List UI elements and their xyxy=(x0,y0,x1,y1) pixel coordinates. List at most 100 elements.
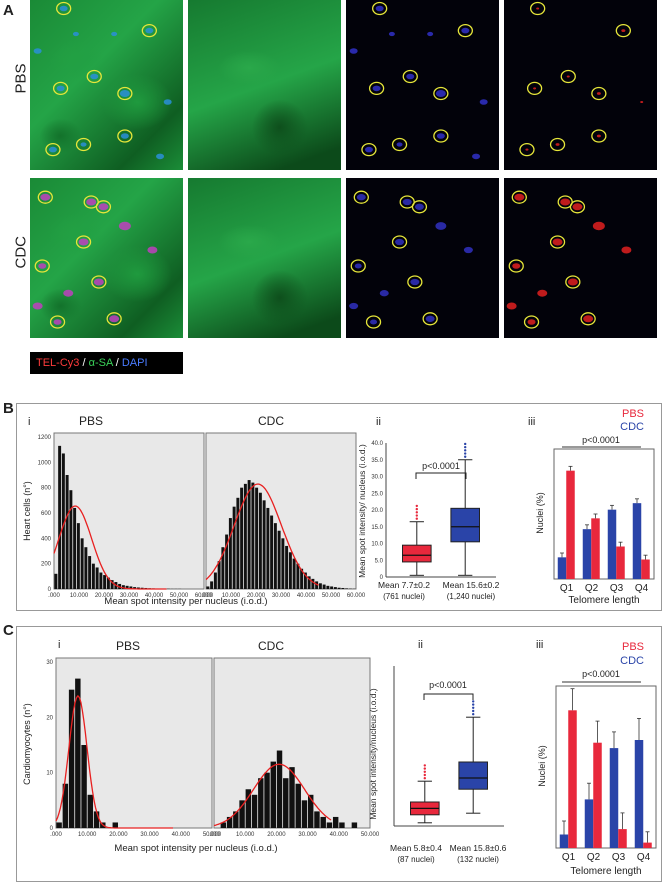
x-tick-label: Q3 xyxy=(610,583,624,594)
y-tick-label: 1200 xyxy=(38,435,52,441)
legend-alpha-sa: α-SA xyxy=(88,357,113,369)
nucleus-spot xyxy=(63,289,74,297)
nucleus-spot xyxy=(583,315,594,323)
y-tick-label: 800 xyxy=(41,486,52,492)
nucleus-spot xyxy=(40,193,51,201)
histogram-bar xyxy=(307,576,311,589)
histogram-bar xyxy=(333,587,337,589)
histogram-bar xyxy=(217,561,221,589)
row-label-cdc: CDC xyxy=(12,236,30,269)
hist-title-pbs: PBS xyxy=(79,414,103,428)
nucleus-spot xyxy=(566,75,570,78)
bar-pbs-q1 xyxy=(566,470,575,579)
box-y-label: Mean spot intensity/nucleus (i.o.d.) xyxy=(368,688,378,820)
nucleus-ring xyxy=(391,235,408,249)
nucleus-spot xyxy=(514,193,525,201)
nucleus-ring xyxy=(433,86,449,101)
box-outlier xyxy=(423,764,426,767)
histogram-bar xyxy=(303,572,307,589)
micrograph-cdc-telomere xyxy=(504,178,657,338)
histogram-bar xyxy=(314,811,320,828)
histogram-plot-area xyxy=(53,432,205,590)
stain-legend: TEL-Cy3 / α-SA / DAPI xyxy=(30,352,183,374)
histogram-bar xyxy=(213,572,217,589)
histogram-bar xyxy=(112,822,118,828)
histogram-bar xyxy=(68,689,75,828)
bar-p-value: p<0.0001 xyxy=(582,435,620,445)
bar-y-label: Nuclei (%) xyxy=(537,745,547,787)
histogram-bar xyxy=(91,563,95,589)
box-caption-cdc: Mean 15.8±0.6 xyxy=(450,843,507,853)
hist-x-label: Mean spot intensity per nucleus (i.o.d.) xyxy=(114,843,277,854)
histogram-bar xyxy=(264,772,270,828)
histogram-bar xyxy=(270,515,274,589)
nucleus-ring xyxy=(365,315,382,329)
histogram-bar xyxy=(58,445,62,589)
y-tick-label: 40.0 xyxy=(371,441,383,447)
x-tick-label: 10.000 xyxy=(78,832,97,838)
legend-tel-cy3: TEL-Cy3 xyxy=(36,357,80,369)
y-tick-label: 400 xyxy=(41,536,52,542)
histogram-bar xyxy=(80,538,84,589)
nucleus-spot xyxy=(33,48,42,54)
histogram-bar xyxy=(129,586,133,589)
nucleus-spot xyxy=(111,31,118,37)
nucleus-spot xyxy=(406,73,415,80)
histogram-bar xyxy=(337,587,341,589)
nucleus-ring xyxy=(526,81,543,96)
nucleus-ring xyxy=(117,86,133,101)
histogram-bar xyxy=(76,523,80,589)
nucleus-ring xyxy=(457,23,473,38)
bar-cdc-q4 xyxy=(632,503,642,579)
nucleus-spot xyxy=(537,289,548,297)
micrograph-cdc-dapi xyxy=(346,178,499,338)
x-tick-label: 10.000 xyxy=(222,593,241,599)
y-tick-label: 20.0 xyxy=(371,508,383,514)
y-tick-label: 30.0 xyxy=(371,475,383,481)
x-tick-label: 50.000 xyxy=(170,593,189,599)
x-tick-label: 60.000 xyxy=(347,593,366,599)
x-tick-label: 60.000 xyxy=(195,593,214,599)
histogram-bar xyxy=(225,534,229,589)
histogram-bar xyxy=(95,567,99,589)
box-p-value: p<0.0001 xyxy=(422,461,460,471)
nucleus-spot xyxy=(388,31,395,37)
nucleus-spot xyxy=(479,99,488,105)
histogram-bar xyxy=(322,584,326,589)
histogram-bar xyxy=(258,492,262,589)
histogram-plot-area xyxy=(205,432,357,590)
histogram-bar xyxy=(300,568,304,589)
y-tick-label: 200 xyxy=(41,562,52,568)
nucleus-ring xyxy=(56,1,72,16)
x-tick-label: 20.000 xyxy=(109,832,128,838)
hist-title-pbs: PBS xyxy=(116,639,140,653)
nucleus-spot xyxy=(372,85,381,92)
nucleus-ring xyxy=(530,1,546,16)
nucleus-spot xyxy=(48,146,57,153)
histogram-bar xyxy=(295,783,301,828)
histogram-bar xyxy=(326,822,333,828)
nucleus-spot xyxy=(349,48,358,54)
nucleus-spot xyxy=(436,133,445,139)
x-tick-label: 50.000 xyxy=(322,593,341,599)
x-tick-label: 30.000 xyxy=(298,832,317,838)
x-tick-label: 10.000 xyxy=(70,593,89,599)
nucleus-spot xyxy=(410,278,420,286)
histogram-bar xyxy=(65,475,69,589)
nucleus-spot xyxy=(427,31,434,37)
x-tick-label: 10.000 xyxy=(236,832,255,838)
box-outlier xyxy=(415,511,418,514)
y-tick-label: 0 xyxy=(50,826,54,832)
micrograph-pbs-dapi xyxy=(346,0,499,170)
nucleus-spot xyxy=(592,221,605,231)
box-outlier xyxy=(415,504,418,508)
histogram-bar xyxy=(247,480,251,589)
subpanel-label-ii: ii xyxy=(376,416,381,428)
nucleus-spot xyxy=(567,278,578,286)
histogram-bar xyxy=(315,581,319,589)
nucleus-spot xyxy=(402,198,412,206)
x-tick-label: Q4 xyxy=(637,852,651,863)
nucleus-spot xyxy=(435,90,446,97)
nucleus-spot xyxy=(163,99,172,105)
histogram-bar xyxy=(288,552,292,589)
